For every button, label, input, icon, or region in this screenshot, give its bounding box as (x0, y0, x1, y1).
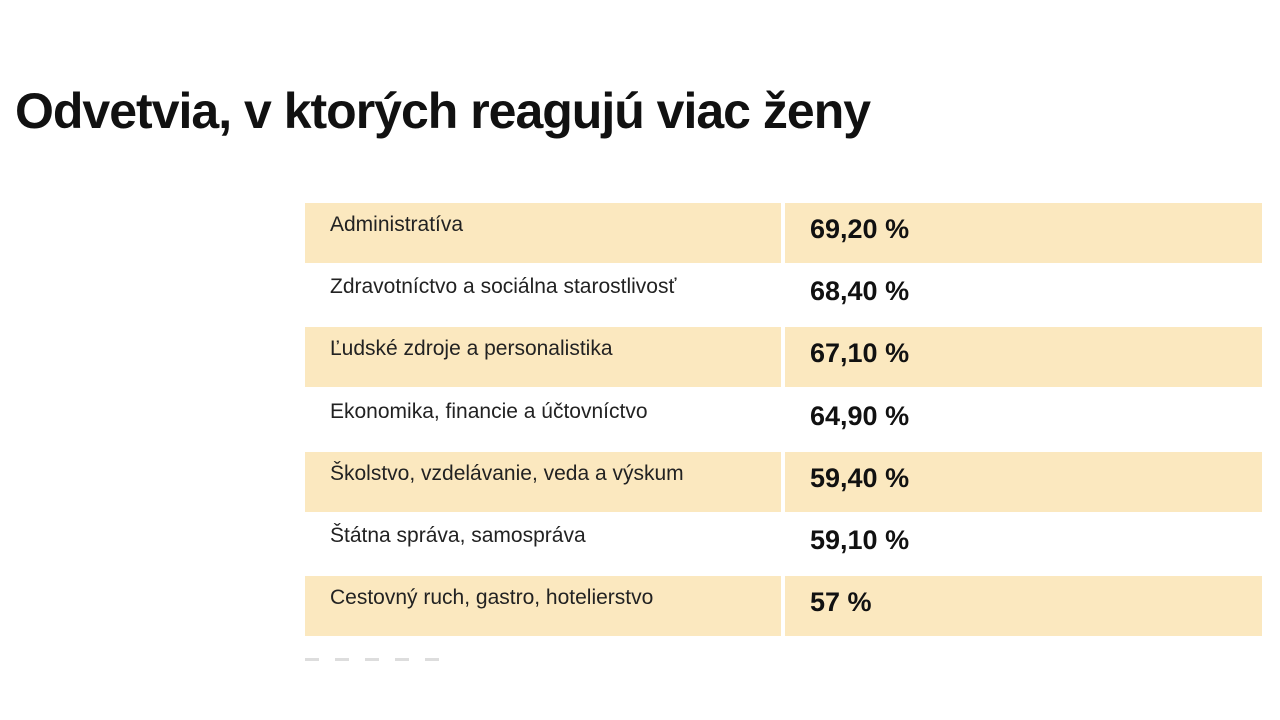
faint-source-note (305, 658, 455, 661)
table-row: Štátna správa, samospráva 59,10 % (305, 514, 1262, 574)
sector-value: 67,10 % (785, 327, 1262, 388)
sector-value: 57 % (785, 576, 1262, 637)
sector-label: Zdravotníctvo a sociálna starostlivosť (330, 275, 677, 299)
table-row: Školstvo, vzdelávanie, veda a výskum 59,… (305, 451, 1262, 512)
table-row: Ekonomika, financie a účtovníctvo 64,90 … (305, 390, 1262, 450)
page-title: Odvetvia, v ktorých reagujú viac ženy (15, 83, 871, 139)
table-row: Cestovný ruch, gastro, hotelierstvo 57 % (305, 576, 1262, 637)
table-row: Administratíva 69,20 % (305, 203, 1262, 263)
table-row: Ľudské zdroje a personalistika 67,10 % (305, 327, 1262, 388)
sector-value: 69,20 % (785, 203, 1262, 263)
sector-label: Školstvo, vzdelávanie, veda a výskum (305, 451, 781, 512)
table-row: Zdravotníctvo a sociálna starostlivosť 6… (305, 265, 1262, 325)
sector-table: Administratíva 69,20 % Zdravotníctvo a s… (305, 203, 1262, 638)
sector-label: Štátna správa, samospráva (330, 523, 586, 547)
sector-label: Ľudské zdroje a personalistika (305, 327, 781, 388)
sector-label: Cestovný ruch, gastro, hotelierstvo (305, 576, 781, 637)
sector-label: Administratíva (305, 203, 781, 263)
sector-label: Ekonomika, financie a účtovníctvo (330, 399, 648, 423)
sector-value: 68,40 % (810, 276, 910, 307)
sector-value: 59,10 % (810, 524, 910, 555)
sector-value: 59,40 % (785, 451, 1262, 512)
sector-value: 64,90 % (810, 400, 910, 431)
